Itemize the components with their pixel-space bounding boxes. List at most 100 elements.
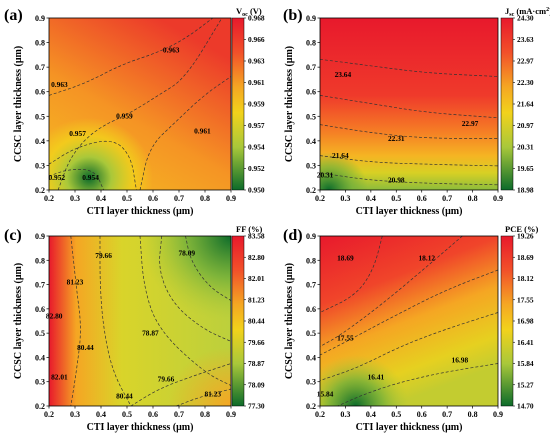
x-axis-label: CTI layer thickness (μm) xyxy=(356,206,463,217)
plot-border xyxy=(48,17,232,191)
contour-line xyxy=(337,363,499,407)
y-axis-label: CCSC layer thickness (μm) xyxy=(13,263,24,379)
contour-label: 18.69 xyxy=(337,253,354,262)
y-tick-label: 0.2 xyxy=(306,186,316,195)
y-tick-label: 0.5 xyxy=(35,329,45,338)
contour-label: 79.66 xyxy=(158,375,175,384)
colorbar-title: Voc (V) xyxy=(236,6,262,18)
plot-border xyxy=(48,235,232,407)
x-tick-label: 0.7 xyxy=(442,194,452,203)
colorbar-tick-label: 83.58 xyxy=(248,232,265,241)
colorbar-tick-label: 16.41 xyxy=(517,338,534,347)
contour-label: 81.23 xyxy=(67,278,84,287)
colorbar-tick-label: 82.80 xyxy=(248,253,265,262)
heatmap-layer xyxy=(49,236,231,406)
colorbar-tick-label: 78.87 xyxy=(248,359,265,368)
colorbar-tick-label: 0.959 xyxy=(248,100,265,109)
contour-line xyxy=(57,17,223,191)
x-tick-label: 0.5 xyxy=(391,194,401,203)
y-tick-label: 0.4 xyxy=(35,137,45,146)
y-tick-label: 0.7 xyxy=(306,63,316,72)
y-tick-label: 0.9 xyxy=(306,232,316,241)
x-tick-label: 0.5 xyxy=(122,194,132,203)
colorbar-tick-label: 0.968 xyxy=(248,14,265,23)
contour-line xyxy=(99,236,132,407)
colorbar-tick-label: 18.12 xyxy=(517,274,534,283)
colorbar-title: PCE (%) xyxy=(505,224,538,234)
colorbar-tick-label: 0.966 xyxy=(248,35,265,44)
contour-label: 22.31 xyxy=(388,134,405,143)
contour-label: 0.963 xyxy=(51,80,68,89)
y-tick-label: 0.8 xyxy=(35,256,45,265)
y-tick-label: 0.3 xyxy=(306,378,316,387)
colorbar-tick-label: 77.30 xyxy=(248,402,265,411)
y-tick-label: 0.5 xyxy=(306,112,316,121)
contour-line xyxy=(139,76,232,191)
y-tick-label: 0.7 xyxy=(35,281,45,290)
y-axis-label: CCSC layer thickness (μm) xyxy=(284,46,295,162)
panel-label: (b) xyxy=(283,7,303,24)
colorbar-tick-label: 14.70 xyxy=(517,402,534,411)
panel-label: (c) xyxy=(4,227,22,244)
x-tick-label: 0.7 xyxy=(174,194,184,203)
contour-line xyxy=(319,155,499,167)
x-axis-label: CTI layer thickness (μm) xyxy=(87,206,194,217)
contour-line xyxy=(319,58,499,77)
contour-label: 21.64 xyxy=(332,151,349,160)
x-tick-label: 0.7 xyxy=(442,410,452,419)
colorbar xyxy=(231,235,245,407)
colorbar xyxy=(500,235,514,407)
contour-line xyxy=(319,312,499,381)
x-tick-label: 0.4 xyxy=(96,410,106,419)
x-tick-label: 0.2 xyxy=(44,194,54,203)
colorbar-tick-label: 80.44 xyxy=(248,317,265,326)
y-tick-label: 0.3 xyxy=(35,161,45,170)
x-tick-label: 0.2 xyxy=(44,410,54,419)
x-tick-label: 0.9 xyxy=(493,194,503,203)
colorbar-tick-label: 15.27 xyxy=(517,380,534,389)
plot-border xyxy=(319,235,499,407)
contour-label: 16.98 xyxy=(452,355,469,364)
plot-border xyxy=(319,17,499,191)
x-tick-label: 0.8 xyxy=(468,410,478,419)
contour-label: 80.44 xyxy=(77,343,94,352)
y-axis-label: CCSC layer thickness (μm) xyxy=(13,46,24,162)
colorbar-tick-label: 0.961 xyxy=(248,78,265,87)
chart-panel-2: 23.64 22.97 22.31 21.64 20.31 20.98 0.2 0.3 0.4 0… xyxy=(283,6,550,217)
colorbar-tick-label: 22.30 xyxy=(517,78,534,87)
contour-label: 18.12 xyxy=(418,253,435,262)
colorbar-tick-label: 18.69 xyxy=(517,253,534,262)
x-tick-label: 0.4 xyxy=(96,194,106,203)
colorbar-tick-label: 17.55 xyxy=(517,295,534,304)
contour-label: 17.55 xyxy=(337,333,354,342)
contour-line xyxy=(319,269,499,356)
x-tick-label: 0.6 xyxy=(417,410,427,419)
x-tick-label: 0.2 xyxy=(315,194,325,203)
contour-label: 20.31 xyxy=(317,171,334,180)
y-tick-label: 0.3 xyxy=(306,161,316,170)
contour-label: 15.84 xyxy=(317,389,334,398)
contour-line xyxy=(70,235,81,407)
contour-label: 78.09 xyxy=(178,248,195,257)
contour-line xyxy=(319,172,499,186)
x-tick-label: 0.3 xyxy=(340,194,350,203)
colorbar-tick-label: 22.97 xyxy=(517,57,534,66)
x-tick-label: 0.4 xyxy=(366,410,376,419)
y-tick-label: 0.7 xyxy=(35,63,45,72)
colorbar-tick-label: 16.98 xyxy=(517,317,534,326)
heatmap-layer xyxy=(320,18,498,190)
contour-label: 0.957 xyxy=(69,129,86,138)
contour-label: 82.80 xyxy=(46,312,63,321)
colorbar-tick-label: 19.26 xyxy=(517,232,534,241)
colorbar-tick-label: 18.98 xyxy=(517,186,534,195)
contour-label: 79.66 xyxy=(95,251,112,260)
colorbar-tick-label: 78.09 xyxy=(248,380,265,389)
y-tick-label: 0.8 xyxy=(306,39,316,48)
contour-line xyxy=(319,95,499,119)
contour-line xyxy=(319,235,383,313)
y-tick-label: 0.4 xyxy=(306,137,316,146)
contour-label: 80.44 xyxy=(116,392,133,401)
x-tick-label: 0.5 xyxy=(122,410,132,419)
y-tick-label: 0.6 xyxy=(35,305,45,314)
